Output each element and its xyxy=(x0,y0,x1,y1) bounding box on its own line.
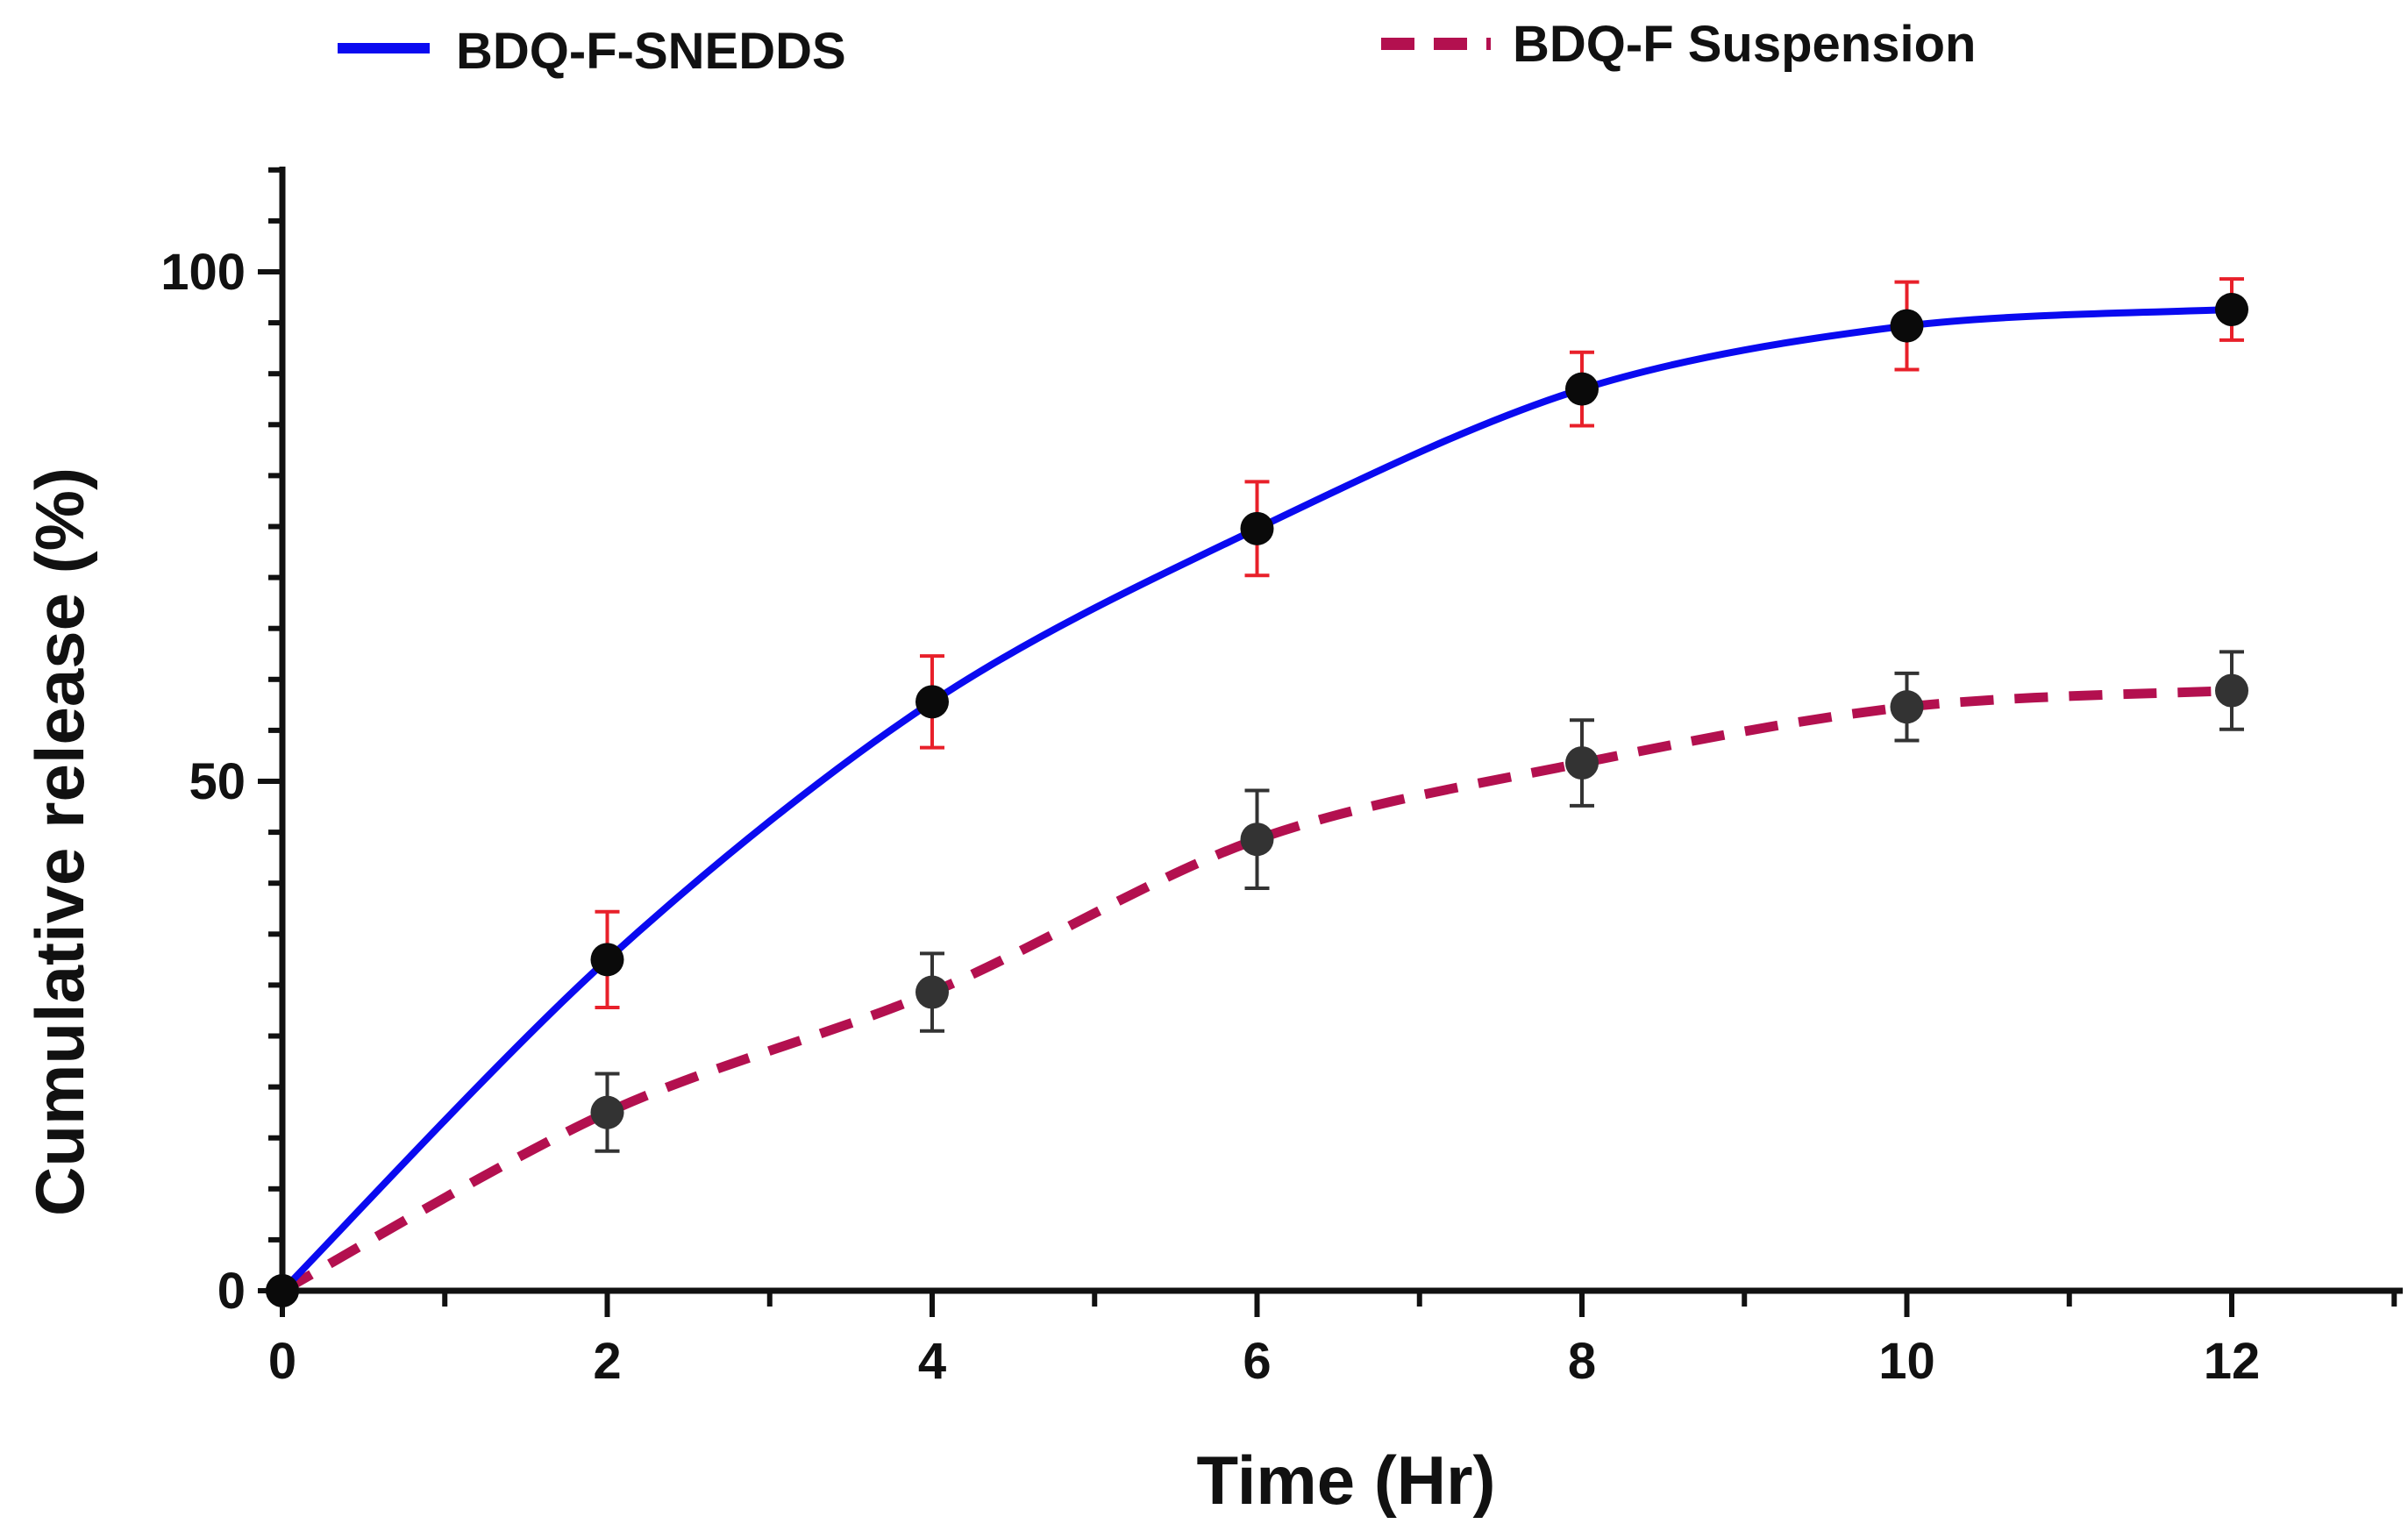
y-tick-label: 0 xyxy=(217,1263,246,1320)
axes: 0 50 100 0 2 4 6 8 10 12 xyxy=(160,167,2403,1390)
data-point-snedds xyxy=(2215,292,2248,326)
data-point-snedds xyxy=(915,685,949,719)
x-tick-label: 0 xyxy=(268,1333,296,1390)
x-tick-label: 2 xyxy=(593,1333,621,1390)
x-axis-title: Time (Hr) xyxy=(1197,1442,1496,1519)
data-point-snedds xyxy=(266,1274,299,1307)
series-layer xyxy=(266,277,2248,1307)
legend: BDQ-F-SNEDDS BDQ-F Suspension xyxy=(338,16,1976,80)
data-point-snedds xyxy=(1890,309,1924,343)
data-point-snedds xyxy=(1565,372,1599,406)
data-point-suspension xyxy=(1890,690,1924,724)
legend-label-suspension: BDQ-F Suspension xyxy=(1513,16,1976,73)
y-tick-label: 100 xyxy=(160,244,246,301)
data-point-snedds xyxy=(590,943,624,977)
x-tick-label: 12 xyxy=(2204,1333,2261,1390)
y-axis-title: Cumulative release (%) xyxy=(21,467,98,1216)
x-tick-label: 4 xyxy=(918,1333,946,1390)
data-point-suspension xyxy=(590,1095,624,1129)
x-tick-label: 8 xyxy=(1568,1333,1596,1390)
legend-label-snedds: BDQ-F-SNEDDS xyxy=(456,23,846,80)
y-tick-label: 50 xyxy=(189,753,246,810)
data-point-suspension xyxy=(1240,822,1274,857)
x-tick-label: 10 xyxy=(1878,1333,1935,1390)
data-point-suspension xyxy=(915,975,949,1009)
data-point-suspension xyxy=(2215,673,2248,708)
x-tick-label: 6 xyxy=(1243,1333,1271,1390)
data-point-snedds xyxy=(1240,511,1274,545)
data-point-suspension xyxy=(1565,746,1599,780)
